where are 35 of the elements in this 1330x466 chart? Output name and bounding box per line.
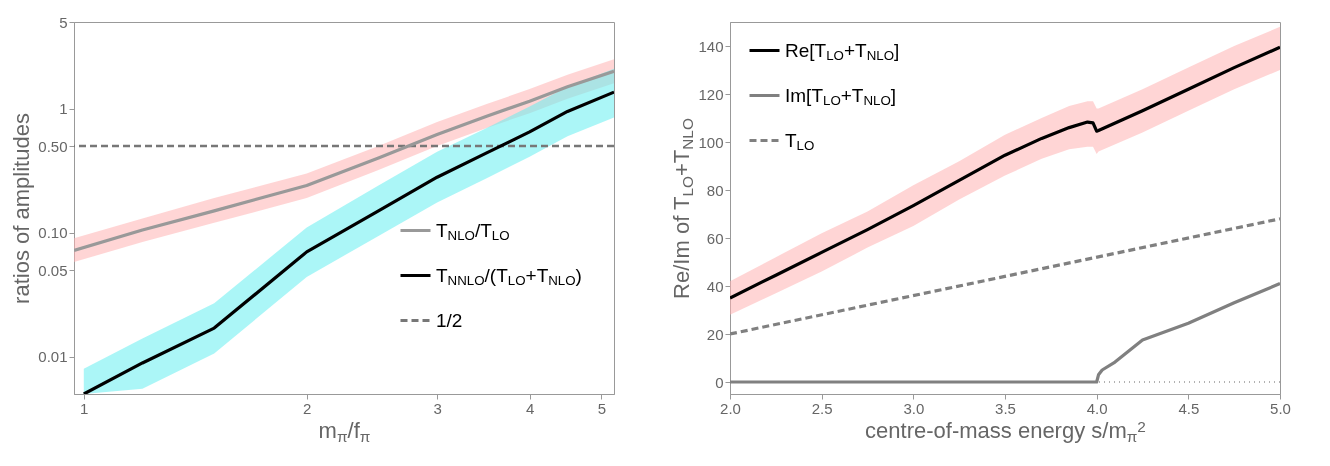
- y-axis-title: ratios of amplitudes: [9, 113, 35, 304]
- x-tick-label: 4.5: [1178, 399, 1200, 417]
- y-tick-label: 60: [706, 229, 724, 247]
- x-axis-title: m$_{π}$/f$_{π}$: [318, 417, 371, 445]
- y-tick-label: 0.01: [38, 348, 68, 366]
- y-tick-label: 20: [706, 325, 724, 343]
- y-tick-label: 0.10: [38, 224, 68, 242]
- x-tick-label: 5: [597, 399, 607, 417]
- y-tick-label: 5: [59, 13, 68, 31]
- x-tick-label: 5.0: [1270, 399, 1291, 417]
- legend-label: 1/2: [436, 309, 463, 331]
- legend-label: T$_{LO}$: [785, 129, 815, 153]
- x-tick-label: 2.0: [720, 399, 741, 417]
- x-tick-label: 1: [80, 399, 89, 417]
- x-tick-label: 3: [433, 399, 442, 417]
- y-tick-label: 0.50: [38, 137, 68, 155]
- y-tick-label: 140: [698, 37, 724, 55]
- y-tick-label: 0.05: [38, 261, 68, 279]
- x-tick-label: 2.5: [811, 399, 833, 417]
- x-tick-label: 4: [525, 399, 535, 417]
- y-tick-label: 120: [698, 85, 724, 103]
- x-tick-label: 2: [303, 399, 312, 417]
- line-series: [730, 282, 1280, 384]
- legend-label: T$_{NLO}$/T$_{LO}$: [436, 219, 510, 243]
- y-tick-label: 80: [706, 181, 724, 199]
- y-tick-label: 100: [698, 133, 724, 151]
- y-tick-label: 0: [715, 373, 724, 391]
- legend-label: Re[T$_{LO}$+T$_{NLO}$]: [785, 39, 900, 63]
- y-tick-label: 40: [706, 277, 724, 295]
- x-tick-label: 3.0: [903, 399, 925, 417]
- y-tick-label: 1: [59, 100, 68, 118]
- legend-label: Im[T$_{LO}$+T$_{NLO}$]: [785, 84, 897, 108]
- x-tick-label: 4.0: [1086, 399, 1108, 417]
- x-tick-label: 3.5: [995, 399, 1016, 417]
- legend-label: T$_{NNLO}$/(T$_{LO}$+T$_{NLO}$): [436, 264, 582, 288]
